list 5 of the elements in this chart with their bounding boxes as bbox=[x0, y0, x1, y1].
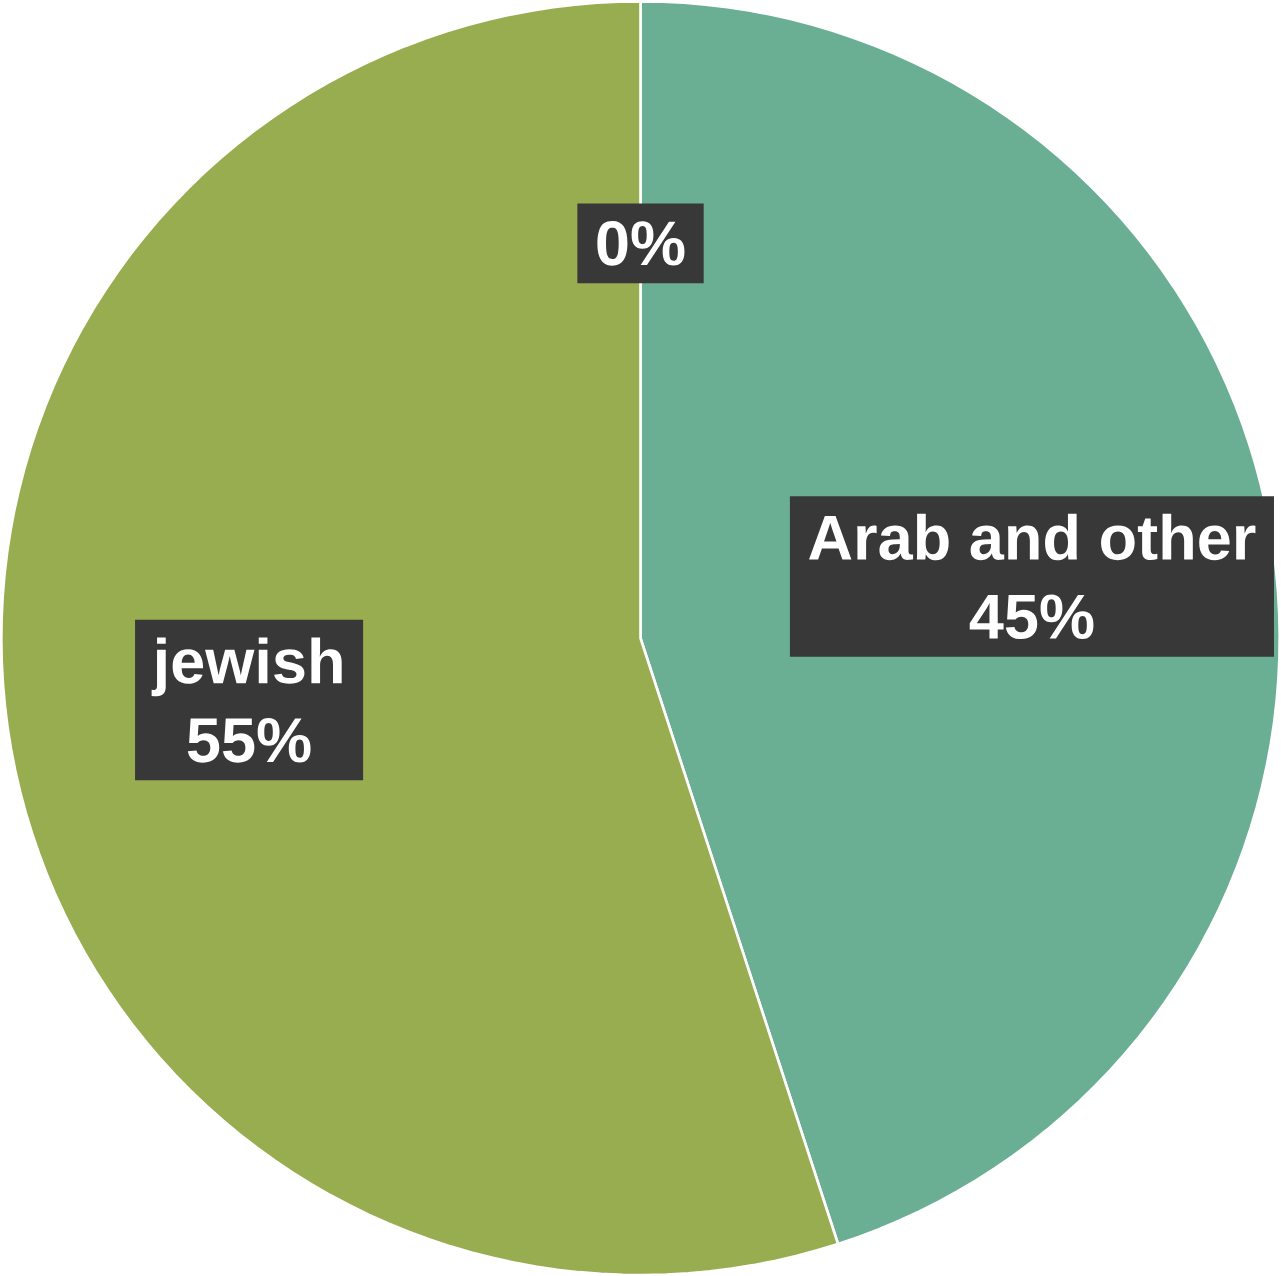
slice-label: Arab and other bbox=[809, 513, 1256, 560]
data-label: 45% bbox=[969, 594, 1094, 639]
text: 0% bbox=[597, 220, 685, 266]
data-label: 55% bbox=[187, 717, 311, 763]
slice-label: jewish bbox=[151, 637, 342, 697]
